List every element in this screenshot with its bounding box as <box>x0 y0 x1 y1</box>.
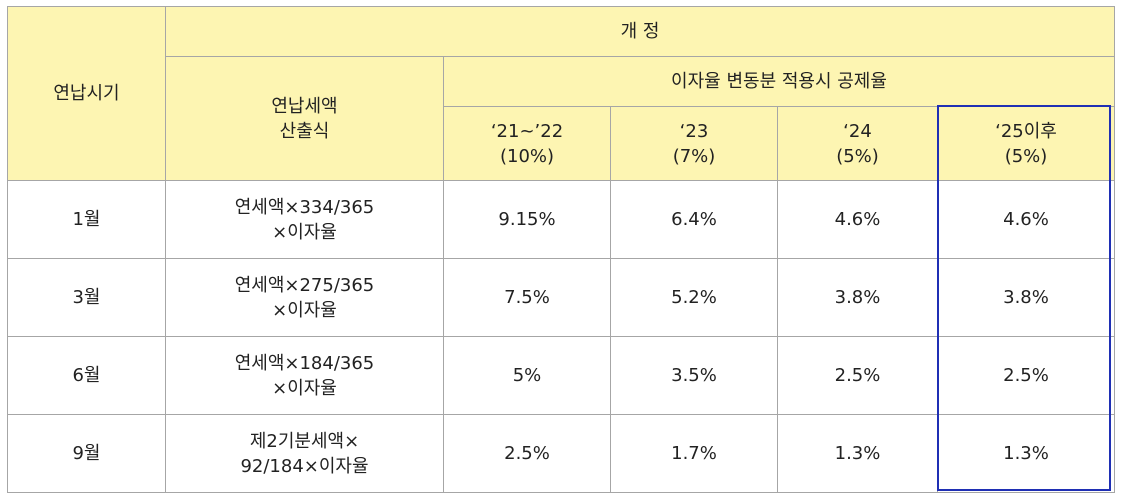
rate-cell: 1.3% <box>937 414 1115 493</box>
formula-line: ×이자율 <box>272 299 337 321</box>
rate-cell: 4.6% <box>777 180 938 259</box>
column-year: ‘24 <box>843 120 872 142</box>
column-year: ‘23 <box>679 120 709 142</box>
rate-cell: 1.3% <box>777 414 938 493</box>
rate-cell: 2.5% <box>937 336 1115 415</box>
header-row-3: ‘21~’22 (10%) ‘23 (7%) ‘24 (5%) ‘25이후 (5… <box>8 106 1115 181</box>
deduction-rate-table: 연납시기 개 정 연납세액 산출식 이자율 변동분 적용시 공제율 ‘21~’2… <box>7 6 1115 493</box>
period-header: 연납시기 <box>7 6 166 181</box>
rate-cell: 5.2% <box>610 258 778 337</box>
rate-cell: 2.5% <box>443 414 611 493</box>
formula-header-line-1: 연납세액 <box>271 95 338 117</box>
column-year: ‘21~’22 <box>490 120 564 142</box>
period-cell: 3월 <box>7 258 166 337</box>
formula-cell: 연세액×334/365 ×이자율 <box>165 180 444 259</box>
formula-line: ×이자율 <box>272 221 337 243</box>
formula-line: 92/184×이자율 <box>240 455 369 477</box>
formula-line: 연세액×184/365 <box>234 352 375 374</box>
column-year: ‘25이후 <box>995 120 1057 142</box>
rate-group-header: 이자율 변동분 적용시 공제율 <box>443 56 1115 107</box>
column-header-2025-onward: ‘25이후 (5%) <box>937 106 1115 181</box>
formula-line: 연세액×275/365 <box>234 274 375 296</box>
column-rate: (5%) <box>1004 145 1048 167</box>
rate-cell: 9.15% <box>443 180 611 259</box>
period-cell: 1월 <box>7 180 166 259</box>
formula-header-line-2: 산출식 <box>279 120 330 142</box>
header-row-2: 연납세액 산출식 이자율 변동분 적용시 공제율 <box>8 56 1115 181</box>
rate-cell: 4.6% <box>937 180 1115 259</box>
column-rate: (7%) <box>672 145 716 167</box>
table-row: 6월 연세액×184/365 ×이자율 5% 3.5% 2.5% 2.5% <box>7 336 1115 415</box>
column-rate: (10%) <box>499 145 555 167</box>
column-rate: (5%) <box>836 145 879 167</box>
table-row: 3월 연세액×275/365 ×이자율 7.5% 5.2% 3.8% 3.8% <box>7 258 1115 337</box>
formula-line: 연세액×334/365 <box>234 196 375 218</box>
formula-header: 연납세액 산출식 <box>165 56 444 181</box>
rate-cell: 2.5% <box>777 336 938 415</box>
formula-line: 제2기분세액× <box>249 430 360 452</box>
formula-cell: 연세액×184/365 ×이자율 <box>165 336 444 415</box>
period-cell: 6월 <box>7 336 166 415</box>
rate-cell: 7.5% <box>443 258 611 337</box>
formula-line: ×이자율 <box>272 377 337 399</box>
rate-cell: 5% <box>443 336 611 415</box>
revision-header: 개 정 <box>165 6 1115 57</box>
period-cell: 9월 <box>7 414 166 493</box>
rate-cell: 3.5% <box>610 336 778 415</box>
formula-cell: 연세액×275/365 ×이자율 <box>165 258 444 337</box>
rate-cell: 6.4% <box>610 180 778 259</box>
rate-cell: 3.8% <box>937 258 1115 337</box>
column-header-2021-2022: ‘21~’22 (10%) <box>443 106 611 181</box>
rate-cell: 3.8% <box>777 258 938 337</box>
formula-cell: 제2기분세액× 92/184×이자율 <box>165 414 444 493</box>
column-header-2023: ‘23 (7%) <box>610 106 778 181</box>
table-row: 9월 제2기분세액× 92/184×이자율 2.5% 1.7% 1.3% 1.3… <box>7 414 1115 493</box>
table-row: 1월 연세액×334/365 ×이자율 9.15% 6.4% 4.6% 4.6% <box>7 180 1115 259</box>
column-header-2024: ‘24 (5%) <box>777 106 938 181</box>
header-row-1: 연납시기 개 정 <box>7 6 1115 181</box>
rate-cell: 1.7% <box>610 414 778 493</box>
